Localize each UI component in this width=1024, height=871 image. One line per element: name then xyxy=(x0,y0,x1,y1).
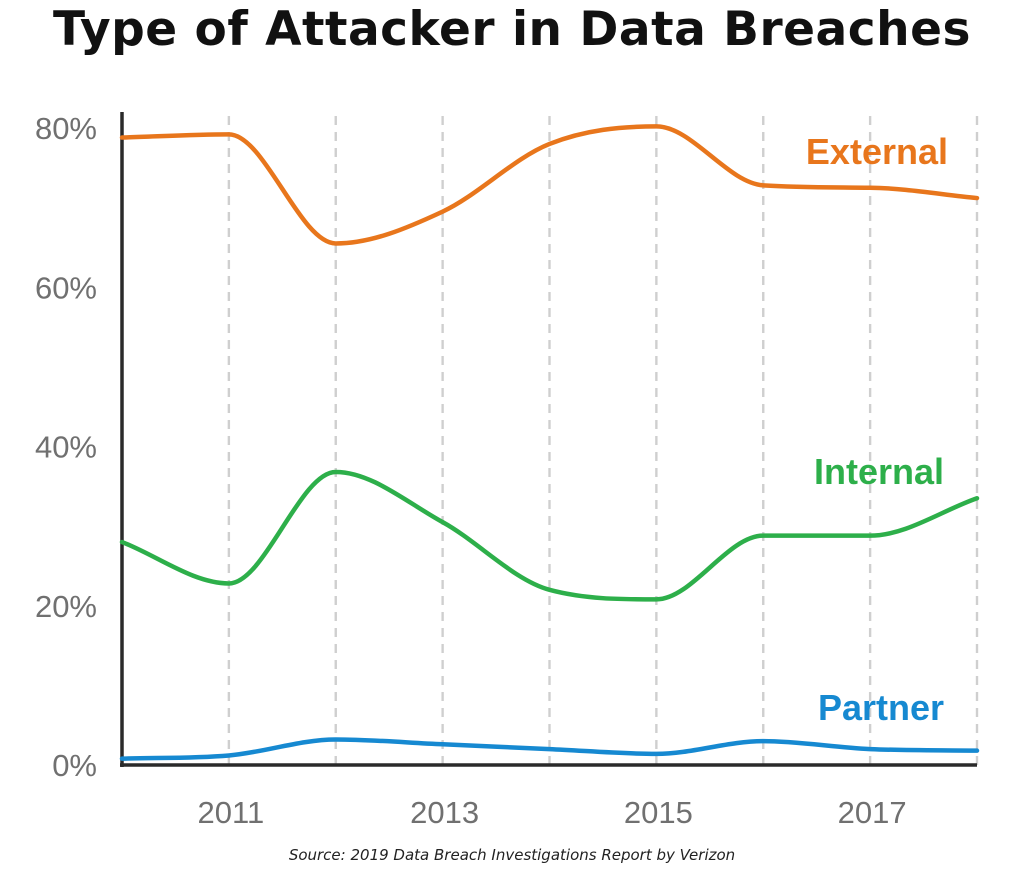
x-tick-label-2011: 2011 xyxy=(198,795,265,830)
x-tick-label-2017: 2017 xyxy=(838,795,907,830)
y-tick-label-60: 60% xyxy=(35,270,97,305)
chart-title: Type of Attacker in Data Breaches xyxy=(53,2,971,57)
series-line-partner xyxy=(119,737,980,761)
series-line-internal xyxy=(119,469,980,602)
y-axis-ticks: 0% 20% 40% 60% 80% xyxy=(35,111,97,783)
y-tick-label-40: 40% xyxy=(35,430,97,465)
x-tick-label-2015: 2015 xyxy=(624,795,693,830)
series-label-external: External xyxy=(806,131,948,172)
chart-source-note: Source: 2019 Data Breach Investigations … xyxy=(288,846,736,864)
series-label-internal: Internal xyxy=(814,451,944,492)
x-axis-ticks: 2011 2013 2015 2017 xyxy=(198,795,907,830)
grid-lines xyxy=(227,116,979,765)
x-tick-label-2013: 2013 xyxy=(410,795,479,830)
series-label-partner: Partner xyxy=(818,687,944,728)
series-lines xyxy=(119,124,980,761)
y-tick-label-20: 20% xyxy=(35,589,97,624)
y-tick-label-80: 80% xyxy=(35,111,97,146)
y-tick-label-0: 0% xyxy=(52,748,97,783)
series-line-external xyxy=(119,124,980,246)
axes xyxy=(120,112,977,767)
series-labels: External Internal Partner xyxy=(806,131,948,728)
